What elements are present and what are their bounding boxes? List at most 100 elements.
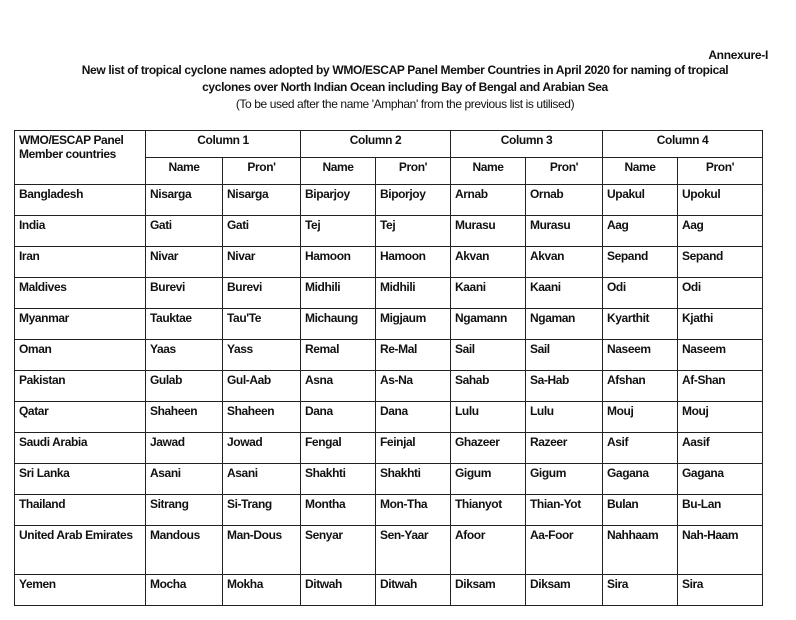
pronunciation-cell: Bu-Lan	[677, 494, 763, 526]
cyclone-name-cell: Remal	[300, 339, 376, 371]
cyclone-name-cell: Odi	[602, 277, 678, 309]
cyclone-name-cell: Gagana	[602, 463, 678, 495]
cyclone-name-cell: Naseem	[602, 339, 678, 371]
cyclone-names-table: WMO/ESCAP Panel Member countries Column 1…	[14, 130, 763, 606]
country-cell: Thailand	[14, 494, 146, 526]
country-cell: Saudi Arabia	[14, 432, 146, 464]
pronunciation-cell: Mokha	[222, 574, 301, 606]
cyclone-name-cell: Shakhti	[300, 463, 376, 495]
table-row: Qatar Shaheen Shaheen Dana Dana Lulu Lulu Mouj M…	[14, 401, 763, 433]
cyclone-name-cell: Kaani	[450, 277, 526, 309]
pronunciation-cell: Sail	[525, 339, 603, 371]
country-cell: Oman	[14, 339, 146, 371]
country-cell: India	[14, 215, 146, 247]
pronunciation-cell: Sa-Hab	[525, 370, 603, 402]
cyclone-name-cell: Sepand	[602, 246, 678, 278]
cyclone-name-cell: Sahab	[450, 370, 526, 402]
cyclone-name-cell: Akvan	[450, 246, 526, 278]
pronunciation-cell: Sen-Yaar	[375, 525, 451, 575]
pronunciation-cell: Feinjal	[375, 432, 451, 464]
pronunciation-cell: Lulu	[525, 401, 603, 433]
cyclone-name-cell: Burevi	[145, 277, 223, 309]
cyclone-name-cell: Sitrang	[145, 494, 223, 526]
cyclone-name-cell: Afshan	[602, 370, 678, 402]
pronunciation-cell: Kjathi	[677, 308, 763, 340]
pronunciation-subheader: Pron'	[375, 157, 451, 185]
cyclone-name-cell: Murasu	[450, 215, 526, 247]
cyclone-name-cell: Shaheen	[145, 401, 223, 433]
cyclone-name-cell: Yaas	[145, 339, 223, 371]
cyclone-name-cell: Ditwah	[300, 574, 376, 606]
annexure-label: Annexure-I	[708, 48, 768, 62]
pronunciation-cell: Ditwah	[375, 574, 451, 606]
country-cell: Bangladesh	[14, 184, 146, 216]
table-row: Sri Lanka Asani Asani Shakhti Shakhti Gigum Gi…	[14, 463, 763, 495]
cyclone-name-cell: Afoor	[450, 525, 526, 575]
pronunciation-subheader: Pron'	[525, 157, 603, 185]
pronunciation-cell: Man-Dous	[222, 525, 301, 575]
cyclone-name-cell: Jawad	[145, 432, 223, 464]
cyclone-name-cell: Mocha	[145, 574, 223, 606]
table-row: Bangladesh Nisarga Nisarga Biparjoy Biporjoy…	[14, 184, 763, 216]
corner-header-line2: Member countries	[19, 147, 116, 161]
cyclone-name-cell: Fengal	[300, 432, 376, 464]
pronunciation-cell: Ornab	[525, 184, 603, 216]
pronunciation-cell: Nah-Haam	[677, 525, 763, 575]
name-subheader: Name	[602, 157, 678, 185]
pronunciation-cell: Nisarga	[222, 184, 301, 216]
cyclone-name-cell: Midhili	[300, 277, 376, 309]
cyclone-name-cell: Nahhaam	[602, 525, 678, 575]
cyclone-name-cell: Gigum	[450, 463, 526, 495]
corner-header-line1: WMO/ESCAP Panel	[19, 133, 124, 147]
cyclone-name-cell: Montha	[300, 494, 376, 526]
table-row: Thailand Sitrang Si-Trang Montha Mon-Tha Thia…	[14, 494, 763, 526]
pronunciation-cell: Shaheen	[222, 401, 301, 433]
pronunciation-cell: Naseem	[677, 339, 763, 371]
cyclone-name-cell: Kyarthit	[602, 308, 678, 340]
pronunciation-cell: Gigum	[525, 463, 603, 495]
pronunciation-cell: Gati	[222, 215, 301, 247]
document-title-line1: New list of tropical cyclone names adopt…	[81, 63, 729, 77]
cyclone-name-cell: Asif	[602, 432, 678, 464]
cyclone-name-cell: Asani	[145, 463, 223, 495]
country-cell: Yemen	[14, 574, 146, 606]
pronunciation-cell: Mouj	[677, 401, 763, 433]
country-cell: Iran	[14, 246, 146, 278]
cyclone-name-cell: Ghazeer	[450, 432, 526, 464]
document-title-line2: cyclones over North Indian Ocean includi…	[202, 80, 608, 94]
table-row: Yemen Mocha Mokha Ditwah Ditwah Diksam Diksam S…	[14, 574, 763, 606]
country-cell: Pakistan	[14, 370, 146, 402]
cyclone-name-cell: Tej	[300, 215, 376, 247]
cyclone-name-cell: Tauktae	[145, 308, 223, 340]
pronunciation-cell: Asani	[222, 463, 301, 495]
pronunciation-cell: Yass	[222, 339, 301, 371]
cyclone-name-cell: Dana	[300, 401, 376, 433]
table-row: Saudi Arabia Jawad Jowad Fengal Feinjal Ghaze…	[14, 432, 763, 464]
cyclone-name-cell: Diksam	[450, 574, 526, 606]
cyclone-name-cell: Lulu	[450, 401, 526, 433]
pronunciation-cell: Biporjoy	[375, 184, 451, 216]
pronunciation-cell: Kaani	[525, 277, 603, 309]
corner-header: WMO/ESCAP Panel Member countries	[14, 130, 146, 185]
cyclone-name-cell: Asna	[300, 370, 376, 402]
group-header: Column 2	[300, 130, 451, 158]
table-row: Oman Yaas Yass Remal Re-Mal Sail Sail Naseem Nas…	[14, 339, 763, 371]
pronunciation-cell: Akvan	[525, 246, 603, 278]
table-row: United Arab Emirates Mandous Man-Dous Senya…	[14, 525, 763, 575]
pronunciation-cell: Nivar	[222, 246, 301, 278]
pronunciation-cell: Tej	[375, 215, 451, 247]
pronunciation-subheader: Pron'	[222, 157, 301, 185]
cyclone-name-cell: Senyar	[300, 525, 376, 575]
pronunciation-cell: Mon-Tha	[375, 494, 451, 526]
cyclone-name-cell: Nivar	[145, 246, 223, 278]
cyclone-name-cell: Mandous	[145, 525, 223, 575]
name-subheader: Name	[450, 157, 526, 185]
table-row: Pakistan Gulab Gul-Aab Asna As-Na Sahab Sa-Hab…	[14, 370, 763, 402]
country-cell: United Arab Emirates	[14, 525, 146, 575]
pronunciation-cell: Hamoon	[375, 246, 451, 278]
table-row: Iran Nivar Nivar Hamoon Hamoon Akvan Akvan Sepa…	[14, 246, 763, 278]
group-header: Column 3	[450, 130, 603, 158]
cyclone-name-cell: Michaung	[300, 308, 376, 340]
pronunciation-cell: Tau'Te	[222, 308, 301, 340]
pronunciation-cell: Thian-Yot	[525, 494, 603, 526]
